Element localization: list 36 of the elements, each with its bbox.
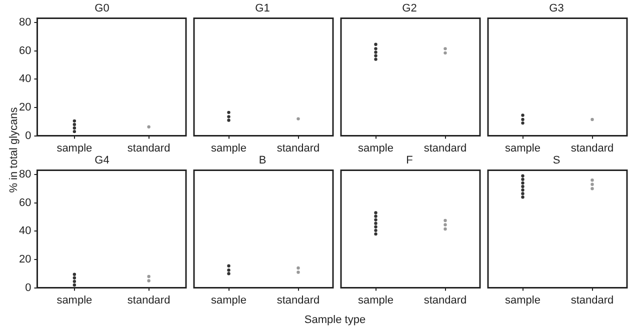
x-tick-label: standard: [276, 142, 320, 154]
x-tick-label: standard: [424, 142, 467, 154]
x-tick-label: sample: [358, 294, 394, 306]
chart-title: G2: [402, 2, 417, 15]
x-tick-label: standard: [127, 142, 170, 154]
chart-title: S: [552, 154, 560, 167]
y-tick-label: 0: [25, 282, 32, 294]
chart-title: G3: [549, 2, 564, 15]
x-tick-label: sample: [56, 294, 92, 306]
y-tick-label: 40: [18, 73, 32, 86]
x-tick-label: sample: [211, 142, 246, 154]
chart-title: G1: [255, 2, 270, 15]
x-tick-label: sample: [56, 142, 92, 154]
x-tick-label: sample: [358, 142, 394, 154]
x-tick-label: standard: [424, 294, 467, 306]
chart-title: G0: [94, 2, 110, 15]
y-tick-label: 40: [18, 225, 32, 238]
y-tick-label: 80: [18, 168, 32, 180]
chart-title: F: [406, 154, 414, 167]
y-tick-label: 80: [18, 16, 32, 28]
x-axis-title: Sample type: [304, 314, 366, 326]
y-axis-title: % in total glycans: [8, 107, 20, 193]
x-tick-label: sample: [505, 294, 540, 306]
y-tick-label: 60: [18, 44, 32, 57]
y-tick-label: 0: [25, 130, 32, 142]
y-tick-label: 60: [18, 196, 32, 209]
y-tick-label: 20: [18, 253, 32, 266]
x-tick-label: sample: [211, 294, 246, 306]
chart-title: G4: [94, 154, 110, 167]
x-tick-label: standard: [570, 142, 614, 154]
x-tick-label: standard: [570, 294, 614, 306]
y-tick-label: 20: [18, 101, 32, 114]
x-tick-label: sample: [505, 142, 540, 154]
x-tick-label: standard: [276, 294, 320, 306]
x-tick-label: standard: [127, 294, 170, 306]
chart-title: B: [258, 154, 266, 167]
